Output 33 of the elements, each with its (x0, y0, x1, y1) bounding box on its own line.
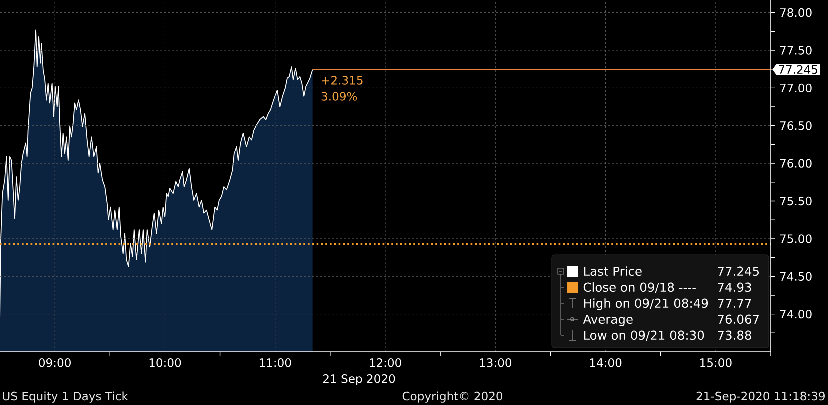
x-tick-label: 10:00 (150, 358, 182, 368)
ref-line-label: 77.245 (779, 65, 818, 74)
y-tick-label: 75.00 (780, 234, 812, 244)
annotation: +2.315 (322, 76, 363, 85)
annotation: 74.93 (718, 282, 752, 292)
legend-label: Close on 09/18 ---- (584, 282, 696, 294)
x-tick-label: 13:00 (480, 358, 512, 368)
annotation: 76.067 (718, 314, 760, 324)
annotation: 3.09% (322, 92, 358, 101)
x-tick-label: 14:00 (590, 358, 622, 368)
y-tick-label: 78.00 (780, 8, 812, 18)
y-tick-label: 75.50 (780, 196, 812, 206)
text: 21-Sep-2020 11:18:39 (696, 392, 825, 403)
y-tick-label: 74.50 (780, 272, 812, 281)
y-tick-label: 77.00 (780, 84, 812, 93)
y-tick-label: 76.00 (780, 159, 812, 168)
annotation: 73.88 (718, 330, 752, 340)
legend-label: Last Price (584, 266, 642, 276)
x-tick-label: 11:00 (260, 358, 292, 368)
text: US Equity 1 Days Tick (3, 392, 128, 403)
annotation: Average (583, 314, 633, 326)
y-tick-label: 76.50 (780, 122, 812, 130)
text: Copyright© 2020 (402, 392, 503, 403)
y-tick-label: 77.50 (780, 46, 812, 55)
annotation: 77.77 (718, 298, 752, 308)
annotation: High on 09/21 08:49 (584, 298, 708, 310)
annotation: 77.245 (718, 266, 759, 276)
x-axis-title: 21 Sep 2020 (324, 374, 396, 386)
x-tick-label: 15:00 (700, 358, 732, 368)
y-tick-label: 74.00 (780, 310, 812, 319)
x-tick-label: 12:00 (370, 358, 402, 368)
annotation: Low on 09/21 08:30 (584, 330, 704, 342)
x-tick-label: 09:00 (39, 358, 71, 368)
